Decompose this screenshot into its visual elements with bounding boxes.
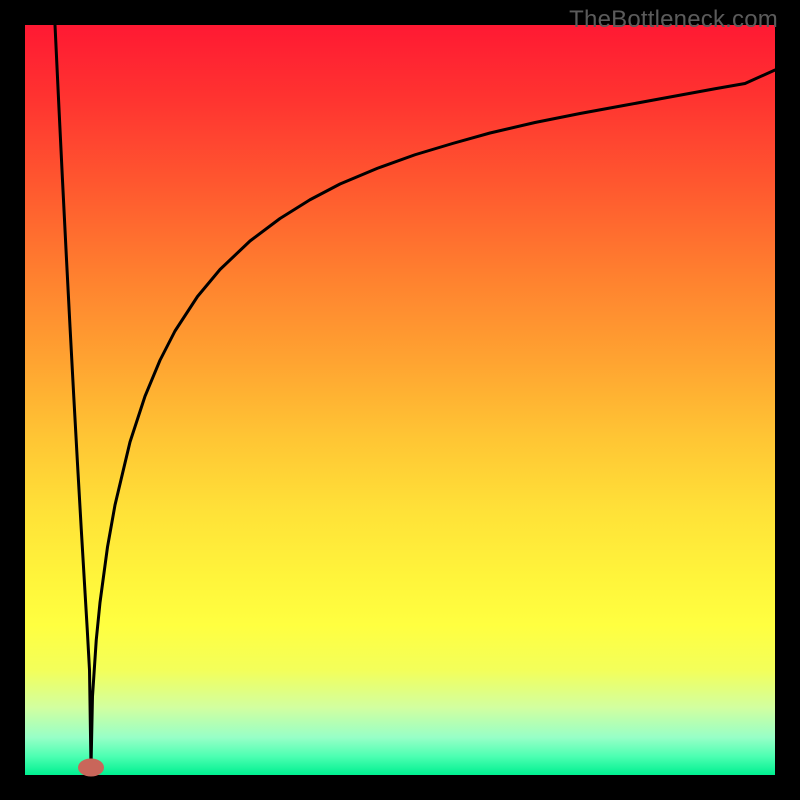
optimal-point-marker	[78, 759, 104, 777]
chart-container: { "watermark": { "text": "TheBottleneck.…	[0, 0, 800, 800]
watermark-text: TheBottleneck.com	[569, 6, 778, 34]
bottleneck-chart	[0, 0, 800, 800]
plot-background	[25, 25, 775, 775]
